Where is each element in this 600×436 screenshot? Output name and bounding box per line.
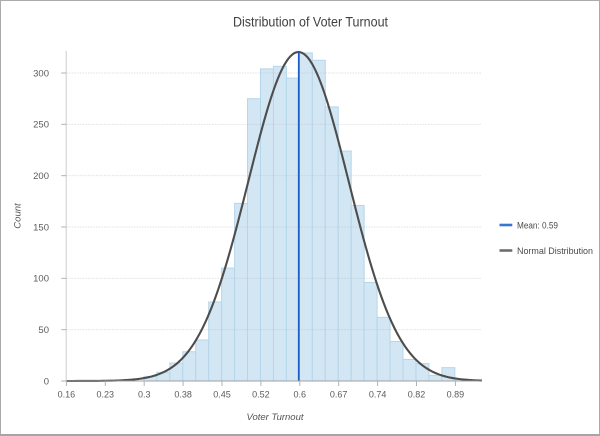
svg-text:Voter Turnout: Voter Turnout [246,412,303,423]
svg-text:200: 200 [33,171,49,182]
svg-text:Count: Count [13,203,24,229]
svg-text:0.6: 0.6 [294,389,307,399]
svg-text:0.38: 0.38 [174,389,192,399]
svg-text:0.74: 0.74 [369,389,387,399]
svg-text:150: 150 [33,222,49,233]
svg-text:0: 0 [44,376,49,387]
svg-text:0.52: 0.52 [252,389,270,399]
svg-text:Mean: 0.59: Mean: 0.59 [517,221,558,232]
svg-text:0.16: 0.16 [58,389,76,399]
svg-text:0.67: 0.67 [330,389,348,399]
svg-text:0.3: 0.3 [138,389,151,399]
svg-text:0.23: 0.23 [97,389,115,399]
svg-text:Normal Distribution: Normal Distribution [517,246,593,257]
svg-text:0.89: 0.89 [447,389,465,399]
svg-text:250: 250 [33,120,49,131]
svg-text:300: 300 [33,68,49,79]
svg-text:0.82: 0.82 [408,389,426,399]
svg-text:50: 50 [38,325,49,336]
svg-text:Distribution of Voter Turnout: Distribution of Voter Turnout [233,14,388,30]
svg-text:100: 100 [33,274,49,285]
svg-text:0.45: 0.45 [213,389,231,399]
